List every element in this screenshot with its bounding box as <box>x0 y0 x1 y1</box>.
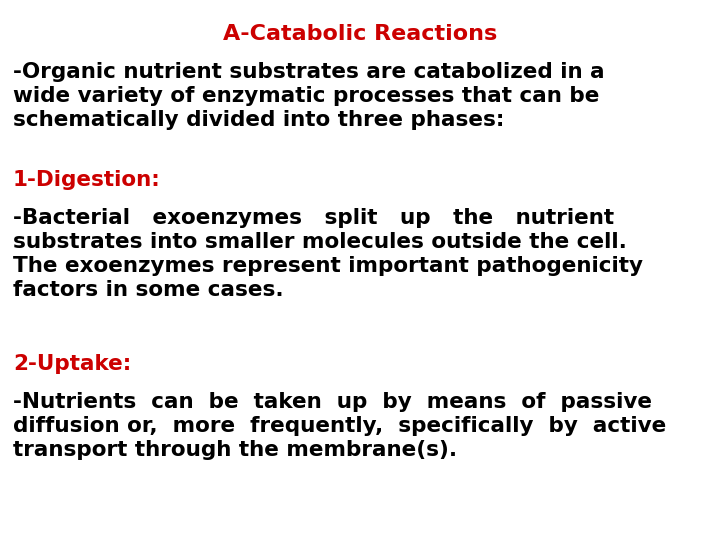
Text: A-Catabolic Reactions: A-Catabolic Reactions <box>223 24 497 44</box>
Text: -Organic nutrient substrates are catabolized in a
wide variety of enzymatic proc: -Organic nutrient substrates are catabol… <box>13 62 605 130</box>
Text: -Nutrients  can  be  taken  up  by  means  of  passive
diffusion or,  more  freq: -Nutrients can be taken up by means of p… <box>13 392 666 460</box>
Text: 1-Digestion:: 1-Digestion: <box>13 170 161 190</box>
Text: 2-Uptake:: 2-Uptake: <box>13 354 131 374</box>
Text: -Bacterial   exoenzymes   split   up   the   nutrient
substrates into smaller mo: -Bacterial exoenzymes split up the nutri… <box>13 208 643 300</box>
